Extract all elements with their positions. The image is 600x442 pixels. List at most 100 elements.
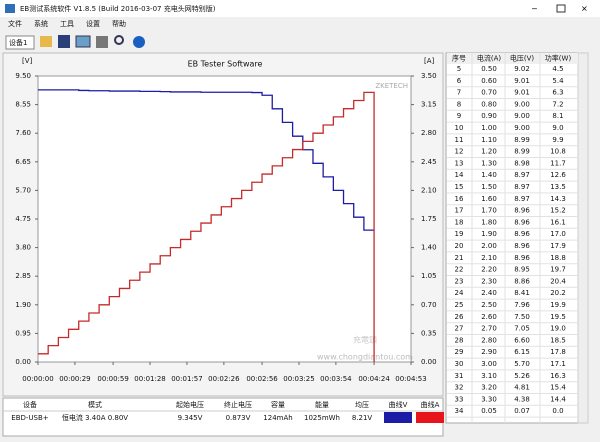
y2-tick-label: 3.15	[421, 101, 437, 109]
menu-item[interactable]: 设置	[86, 19, 100, 28]
y2-tick-label: 1.75	[421, 215, 437, 223]
column-header[interactable]: 功率(W)	[545, 54, 572, 63]
table-cell: 16.3	[550, 372, 566, 380]
menu-item[interactable]: 文件	[8, 19, 22, 28]
column-header[interactable]: 电流(A)	[477, 54, 502, 63]
table-cell: 19.5	[550, 313, 566, 321]
table-cell: 8	[457, 100, 461, 108]
y-tick-label: 0.00	[15, 358, 31, 366]
maximize-button[interactable]	[556, 4, 566, 13]
table-cell: 10	[455, 124, 464, 132]
table-cell: 2.50	[481, 301, 497, 309]
column-header[interactable]: 序号	[452, 54, 466, 63]
table-cell: 2.20	[481, 266, 497, 274]
y2-tick-label: 0.70	[421, 301, 437, 309]
curve-swatch[interactable]	[384, 412, 412, 423]
status-header: 曲线V	[389, 400, 408, 409]
y-tick-label: 5.70	[15, 186, 31, 194]
status-header: 能量	[315, 400, 329, 409]
chart-button[interactable]	[75, 35, 91, 48]
y-tick-label: 7.60	[15, 129, 31, 137]
status-cell: 0.873V	[226, 414, 251, 422]
menu-bar: 文件 系统 工具 设置 帮助	[8, 19, 126, 28]
status-cell: 恒电流 3.40A 0.80V	[62, 413, 128, 422]
y2-tick-label: 2.45	[421, 158, 437, 166]
table-cell: 32	[455, 384, 464, 392]
scrollbar[interactable]	[577, 52, 589, 424]
table-cell: 4.38	[514, 395, 530, 403]
table-cell: 19.0	[550, 325, 566, 333]
device-select[interactable]	[5, 35, 35, 50]
y2-tick-label: 3.50	[421, 72, 437, 80]
search-button[interactable]	[114, 35, 124, 45]
table-cell: 2.30	[481, 277, 497, 285]
table-header-bg	[447, 53, 578, 64]
table-cell: 3.30	[481, 395, 497, 403]
table-cell: 7.05	[514, 325, 530, 333]
series-line	[38, 89, 375, 231]
status-cell: 1025mWh	[304, 414, 340, 422]
table-cell: 1.90	[481, 230, 497, 238]
table-cell: 14	[455, 171, 464, 179]
table-cell: 9.00	[514, 112, 530, 120]
plot-area	[37, 75, 412, 363]
status-table	[2, 397, 444, 437]
table-cell: 6.15	[514, 348, 530, 356]
close-button[interactable]: ✕	[581, 5, 588, 14]
save-button[interactable]	[58, 35, 70, 48]
table-cell: 3.10	[481, 372, 497, 380]
table-cell: 8.97	[514, 183, 530, 191]
table-cell: 9.02	[514, 65, 530, 73]
menu-item[interactable]: 帮助	[112, 19, 126, 28]
column-header[interactable]: 电压(V)	[510, 54, 535, 63]
device-select-label: 设备1	[9, 38, 27, 47]
table-cell: 17.1	[550, 360, 566, 368]
table-cell: 18.8	[550, 254, 566, 262]
minimize-button[interactable]: ─	[531, 5, 537, 14]
status-cell: 8.21V	[352, 414, 373, 422]
status-body: 设备 模式 起始电压 终止电压 容量 能量 均压 曲线V 曲线A EBD-USB+ 恒电流 3.40…	[3, 400, 444, 423]
table-cell: 7.96	[514, 301, 530, 309]
logo-url: www.chongdiantou.com	[317, 353, 413, 362]
table-cell: 30	[455, 360, 464, 368]
y2-tick-label: 1.40	[421, 244, 437, 252]
table-cell: 9.00	[514, 100, 530, 108]
table-cell: 5.26	[514, 372, 530, 380]
menu-item[interactable]: 系统	[34, 19, 48, 28]
table-cell: 18.5	[550, 336, 566, 344]
table-cell: 26	[455, 313, 464, 321]
status-header: 均压	[355, 400, 369, 409]
table-cell: 8.96	[514, 218, 530, 226]
status-header: 设备	[23, 400, 37, 409]
curve-swatch[interactable]	[416, 412, 444, 423]
table-cell: 11.7	[550, 159, 566, 167]
table-cell: 1.40	[481, 171, 497, 179]
y2-tick-label: 1.05	[421, 272, 437, 280]
tools-button[interactable]	[96, 36, 108, 48]
table-cell: 6.3	[552, 89, 563, 97]
table-cell: 8.98	[514, 159, 530, 167]
table-cell: 8.1	[552, 112, 563, 120]
table-cell: 2.80	[481, 336, 497, 344]
info-button[interactable]	[133, 36, 145, 48]
table-cell: 27	[455, 325, 464, 333]
table-cell: 7.2	[552, 100, 563, 108]
open-button[interactable]	[40, 36, 52, 47]
y2-tick-label: 0.00	[421, 358, 437, 366]
table-cell: 7	[457, 89, 461, 97]
table-cell: 16.1	[550, 218, 566, 226]
table-cell: 0.60	[481, 77, 497, 85]
table-cell: 2.90	[481, 348, 497, 356]
y-tick-label: 6.65	[15, 158, 31, 166]
menu-item[interactable]: 工具	[60, 20, 74, 28]
y2-tick-label: 2.80	[421, 129, 437, 137]
table-cell: 5.70	[514, 360, 530, 368]
status-header: 起始电压	[176, 400, 204, 409]
table-cell: 8.96	[514, 207, 530, 215]
table-cell: 9.0	[552, 124, 563, 132]
table-cell: 24	[455, 289, 464, 297]
table-cell: 3.20	[481, 384, 497, 392]
table-cell: 15.2	[550, 207, 566, 215]
table-cell: 25	[455, 301, 464, 309]
